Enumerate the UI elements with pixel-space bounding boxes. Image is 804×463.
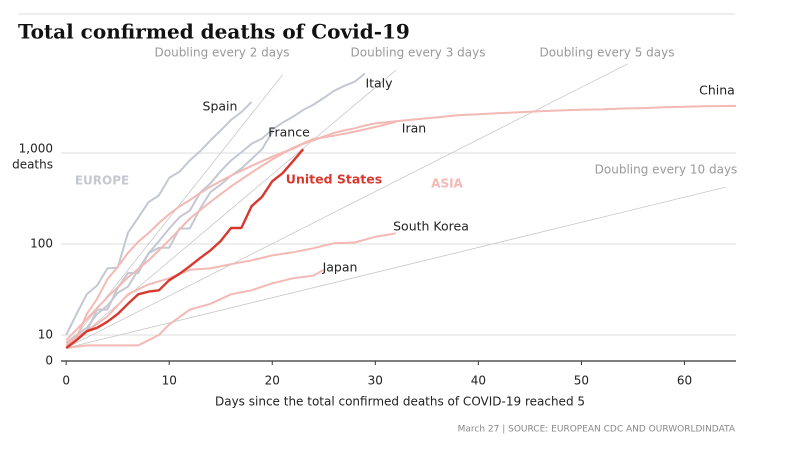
series-line — [65, 131, 274, 344]
group-label: ASIA — [431, 177, 463, 191]
x-tick-label: 50 — [574, 374, 589, 388]
group-label: EUROPE — [75, 174, 129, 188]
series-line — [65, 101, 253, 336]
series-line — [66, 268, 325, 349]
y-tick-label: 0 — [45, 354, 53, 368]
series-line — [65, 232, 397, 344]
reference-label: Doubling every 10 days — [595, 163, 738, 177]
series-label: Japan — [322, 260, 358, 275]
x-tick-label: 30 — [368, 374, 383, 388]
series-label: Spain — [203, 99, 238, 114]
series-label: United States — [286, 172, 382, 187]
y-tick-label: 1,000 — [19, 142, 53, 156]
x-tick-label: 10 — [162, 374, 177, 388]
series-line — [65, 120, 397, 341]
reference-label: Doubling every 5 days — [540, 46, 675, 60]
source: March 27 | SOURCE: EUROPEAN CDC AND OURW… — [458, 425, 736, 435]
y-tick-label: 100 — [30, 237, 53, 251]
reference-line — [66, 186, 726, 349]
series-label: China — [699, 83, 735, 98]
reference-line — [65, 63, 628, 349]
x-tick-label: 0 — [62, 374, 70, 388]
series-label: Italy — [365, 76, 393, 91]
y-tick-label: 10 — [38, 328, 53, 342]
x-axis-label: Days since the total confirmed deaths of… — [215, 395, 585, 409]
y-unit: deaths — [12, 158, 53, 172]
series-line — [65, 148, 305, 349]
reference-label: Doubling every 3 days — [351, 46, 486, 60]
chart-title: Total confirmed deaths of Covid-19 — [18, 20, 410, 44]
x-tick-label: 40 — [471, 374, 486, 388]
x-tick-label: 20 — [265, 374, 280, 388]
series-line — [65, 72, 366, 344]
reference-label: Doubling every 2 days — [155, 46, 290, 60]
x-tick-label: 60 — [677, 374, 692, 388]
series-label: South Korea — [393, 219, 469, 234]
series-label: Iran — [402, 121, 426, 136]
series-label: France — [268, 125, 310, 140]
